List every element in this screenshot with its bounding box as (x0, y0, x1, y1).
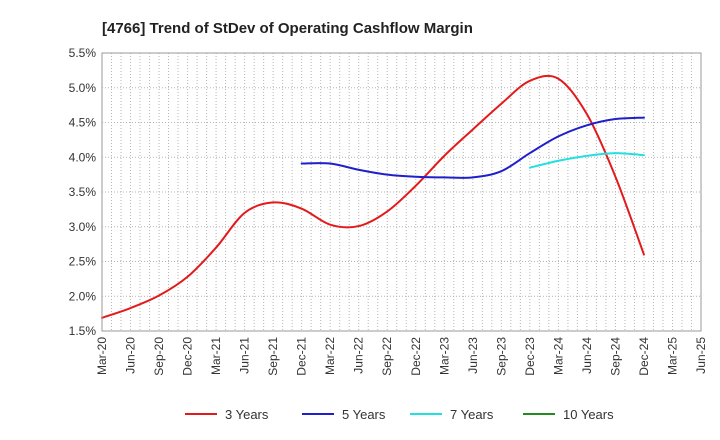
series-line-3-years (101, 74, 645, 319)
grid (102, 52, 701, 332)
x-tick-label: Jun-24 (580, 337, 594, 374)
x-tick-label: Sep-20 (152, 337, 166, 376)
y-tick-label: 3.0% (69, 220, 97, 234)
x-tick-label: Sep-22 (380, 337, 394, 376)
series-lines (101, 74, 645, 319)
chart-title: [4766] Trend of StDev of Operating Cashf… (102, 20, 473, 37)
x-tick-label: Dec-21 (295, 337, 309, 376)
x-tick-label: Dec-22 (409, 337, 423, 376)
legend-label-5-years: 5 Years (342, 407, 386, 422)
x-tick-label: Jun-25 (694, 337, 708, 374)
x-tick-label: Mar-24 (551, 337, 565, 375)
y-tick-label: 5.0% (69, 81, 97, 95)
y-tick-label: 4.5% (69, 116, 97, 130)
legend: 3 Years 5 Years 7 Years 10 Years (185, 407, 614, 422)
y-tick-label: 1.5% (69, 324, 97, 338)
x-tick-label: Jun-23 (466, 337, 480, 374)
x-tick-label: Mar-21 (209, 337, 223, 375)
legend-label-7-years: 7 Years (450, 407, 494, 422)
x-tick-label: Dec-23 (523, 337, 537, 376)
y-tick-label: 3.5% (69, 185, 97, 199)
x-tick-label: Mar-23 (437, 337, 451, 375)
x-tick-label: Jun-21 (238, 337, 252, 374)
x-tick-label: Mar-22 (323, 337, 337, 375)
x-tick-label: Mar-25 (665, 337, 679, 375)
legend-label-10-years: 10 Years (563, 407, 614, 422)
x-tick-label: Sep-24 (608, 337, 622, 376)
legend-label-3-years: 3 Years (225, 407, 269, 422)
x-tick-label: Mar-20 (95, 337, 109, 375)
x-axis-ticks: Mar-20 Jun-20 Sep-20 Dec-20 Mar-21 Jun-21 Sep-… (95, 337, 708, 376)
y-tick-label: 5.5% (69, 46, 97, 60)
plot-frame (101, 52, 702, 332)
series-line-7-years (528, 152, 645, 169)
x-tick-label: Jun-22 (352, 337, 366, 374)
y-axis-ticks: 1.5% 2.0% 2.5% 3.0% 3.5% 4.0% 4.5% 5.0% 5.5% (69, 46, 97, 338)
x-tick-label: Dec-24 (637, 337, 651, 376)
x-tick-label: Sep-21 (266, 337, 280, 376)
y-tick-label: 2.5% (69, 255, 97, 269)
y-tick-label: 4.0% (69, 150, 97, 164)
y-tick-label: 2.0% (69, 289, 97, 303)
series-line-5-years (300, 116, 645, 179)
x-tick-label: Sep-23 (494, 337, 508, 376)
x-tick-label: Dec-20 (181, 337, 195, 376)
x-tick-label: Jun-20 (124, 337, 138, 374)
